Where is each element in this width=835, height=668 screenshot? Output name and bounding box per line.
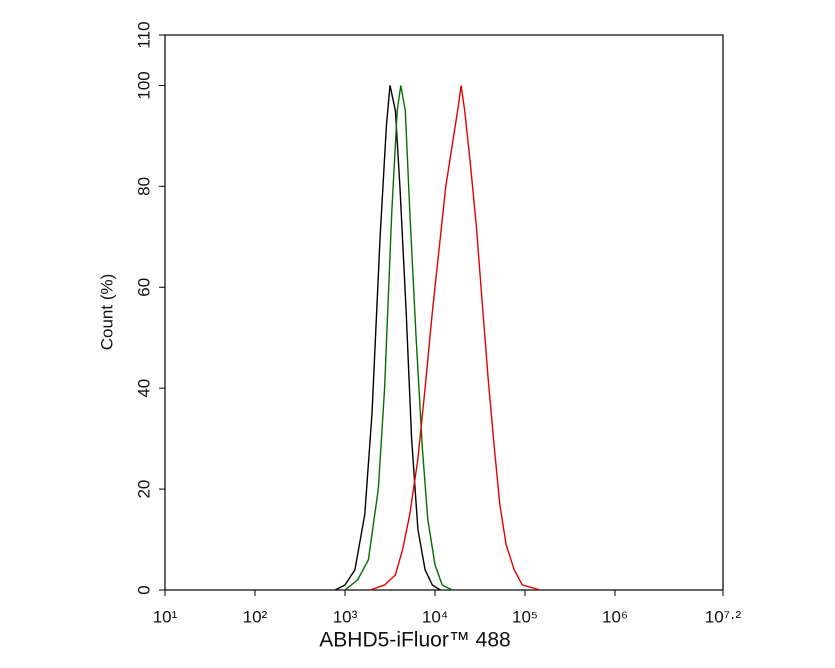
y-tick-label: 60 (134, 278, 153, 297)
histogram-line (344, 85, 453, 591)
x-tick-label: 10⁷·² (705, 607, 742, 626)
y-tick-label: 20 (134, 480, 153, 499)
x-tick-label: 10³ (333, 607, 358, 626)
x-tick-label: 10¹ (153, 607, 178, 626)
plot-frame (164, 34, 724, 591)
x-axis-label: ABHD5-iFluor™ 488 (319, 629, 510, 652)
histogram-line (334, 85, 441, 591)
x-tick-label: 10⁵ (512, 607, 538, 626)
y-tick-label: 110 (134, 21, 153, 48)
histogram-line (369, 85, 541, 591)
y-tick-label: 80 (134, 177, 153, 196)
y-tick-label: 100 (134, 71, 153, 99)
y-axis-label: Count (%) (97, 274, 116, 351)
y-tick-label: 40 (134, 379, 153, 398)
x-tick-label: 10⁶ (602, 607, 628, 626)
x-tick-label: 10² (243, 607, 268, 626)
y-tick-label: 0 (134, 585, 153, 594)
x-tick-label: 10⁴ (422, 607, 448, 626)
